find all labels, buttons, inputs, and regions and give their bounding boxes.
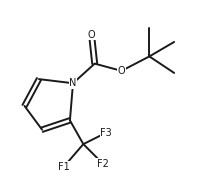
Text: O: O <box>88 30 95 40</box>
Text: F2: F2 <box>97 159 109 169</box>
Text: F3: F3 <box>100 128 112 138</box>
Text: N: N <box>69 78 77 88</box>
Text: F1: F1 <box>58 162 70 172</box>
Text: O: O <box>118 66 125 76</box>
